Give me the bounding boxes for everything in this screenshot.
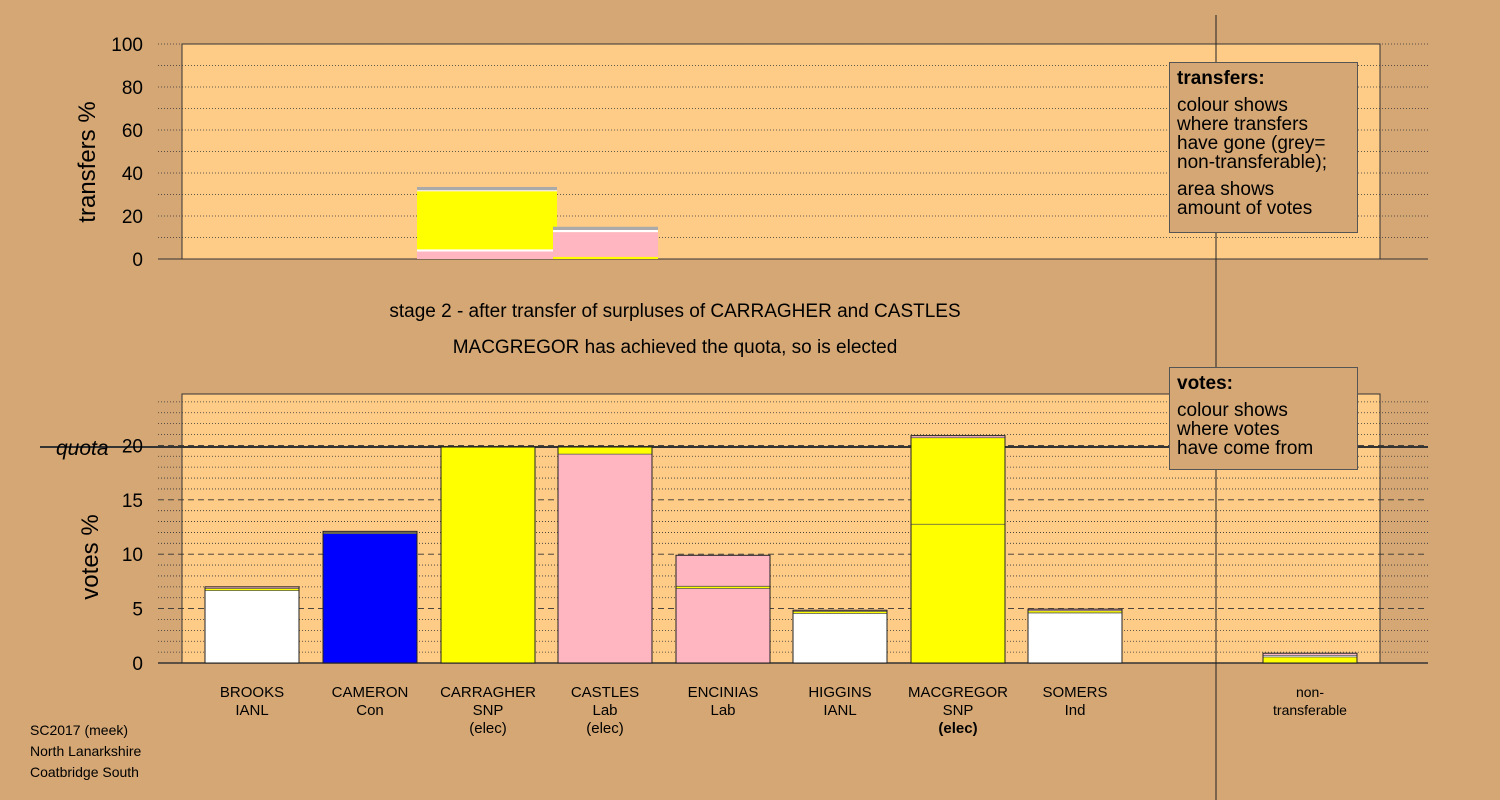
category-label: SNP xyxy=(943,702,974,719)
votes-tick-label: 15 xyxy=(122,491,143,512)
votes-tick-label: 20 xyxy=(122,436,143,457)
category-label: ENCINIAS xyxy=(688,684,759,701)
bar-segment xyxy=(205,588,299,591)
footer-line: Coatbridge South xyxy=(30,764,139,780)
bar-outline xyxy=(322,530,418,664)
transfers-legend-line: where transfers xyxy=(1177,114,1308,135)
elected-caption: MACGREGOR has achieved the quota, so is … xyxy=(452,337,898,358)
transfers-tick-label: 20 xyxy=(122,207,143,228)
transfers-tick-label: 60 xyxy=(122,121,143,142)
transfers-legend-line: have gone (grey= xyxy=(1177,133,1326,154)
bar-segment xyxy=(205,586,299,589)
transfers-legend: transfers: colour shows where transfers … xyxy=(1169,62,1358,233)
category-label: (elec) xyxy=(586,720,624,737)
bar-segment xyxy=(441,447,535,663)
category-label: (elec) xyxy=(938,720,977,737)
transfer-segment xyxy=(417,191,557,250)
votes-legend-line: have come from xyxy=(1177,438,1314,459)
footer-line: North Lanarkshire xyxy=(30,743,142,759)
votes-tick-label: 5 xyxy=(132,600,143,621)
category-label: BROOKS xyxy=(220,684,284,701)
votes-legend: votes: colour shows where votes have com… xyxy=(1169,367,1358,470)
transfer-segment xyxy=(553,232,658,257)
bar-segment xyxy=(323,533,417,663)
bar-outline xyxy=(675,554,771,664)
transfer-segment xyxy=(417,190,557,192)
transfers-tick-label: 40 xyxy=(122,164,143,185)
votes-axis-label: votes % xyxy=(77,514,104,599)
bar-segment xyxy=(1263,657,1357,663)
category-label: IANL xyxy=(235,702,268,719)
bar-outline xyxy=(1027,608,1123,664)
bar-outline xyxy=(1262,652,1358,664)
transfers-legend-line: colour shows xyxy=(1177,95,1288,116)
bar-segment xyxy=(676,586,770,589)
transfer-segment xyxy=(417,249,557,252)
bar-outline xyxy=(557,446,653,664)
transfers-legend-line: area shows xyxy=(1177,179,1275,200)
bar-segment xyxy=(323,531,417,533)
category-label: CAMERON xyxy=(332,684,409,701)
category-label: IANL xyxy=(823,702,856,719)
transfer-segment xyxy=(553,229,658,233)
category-label: transferable xyxy=(1273,702,1347,718)
bar-segment xyxy=(558,447,652,455)
stage-caption: stage 2 - after transfer of surpluses of… xyxy=(389,301,961,322)
footer-line: SC2017 (meek) xyxy=(30,722,129,738)
bar-segment xyxy=(1028,610,1122,613)
category-label: SNP xyxy=(473,702,504,719)
category-label: Ind xyxy=(1065,702,1086,719)
bar-segment xyxy=(558,454,652,663)
category-label: SOMERS xyxy=(1042,684,1107,701)
transfer-segment xyxy=(553,226,658,230)
bar-segment xyxy=(676,588,770,663)
bar-segment xyxy=(793,611,887,614)
transfer-segment xyxy=(417,251,557,259)
transfers-tick-label: 100 xyxy=(111,35,143,56)
votes-legend-line: colour shows xyxy=(1177,400,1288,421)
votes-legend-title: votes: xyxy=(1177,373,1233,394)
bar-outline xyxy=(792,609,888,664)
bar-segment xyxy=(1028,612,1122,663)
category-label: HIGGINS xyxy=(808,684,871,701)
bar-outline xyxy=(910,435,1006,664)
category-label: Lab xyxy=(592,702,617,719)
transfers-tick-label: 0 xyxy=(132,250,143,271)
transfers-legend-line: non-transferable); xyxy=(1177,152,1327,173)
bar-outline xyxy=(440,446,536,664)
bar-segment xyxy=(1263,653,1357,656)
transfers-legend-title: transfers: xyxy=(1177,68,1265,89)
transfer-segment xyxy=(553,256,658,259)
votes-legend-line: where votes xyxy=(1177,419,1280,440)
category-label: Lab xyxy=(710,702,735,719)
quota-label: quota xyxy=(56,437,109,460)
transfers-axis-label: transfers % xyxy=(74,101,101,222)
bar-segment xyxy=(676,555,770,587)
bar-segment xyxy=(323,532,417,534)
category-label: non- xyxy=(1296,684,1324,700)
votes-tick-label: 10 xyxy=(122,545,143,566)
category-label: Con xyxy=(356,702,384,719)
votes-tick-label: 0 xyxy=(132,654,143,675)
transfers-legend-line: amount of votes xyxy=(1177,198,1313,219)
bar-segment xyxy=(1263,655,1357,658)
bar-segment xyxy=(793,610,887,612)
transfers-tick-label: 80 xyxy=(122,78,143,99)
footer: SC2017 (meek) North Lanarkshire Coatbrid… xyxy=(30,720,141,783)
category-label: MACGREGOR xyxy=(908,684,1008,701)
category-label: CARRAGHER xyxy=(440,684,536,701)
bar-segment xyxy=(1028,609,1122,611)
transfer-segment xyxy=(417,186,557,191)
bar-segment xyxy=(205,590,299,663)
category-label: (elec) xyxy=(469,720,507,737)
bar-segment xyxy=(911,435,1005,438)
bar-segment xyxy=(911,437,1005,525)
bar-segment xyxy=(911,524,1005,663)
category-label: CASTLES xyxy=(571,684,639,701)
bar-segment xyxy=(793,613,887,663)
bar-outline xyxy=(204,586,300,664)
